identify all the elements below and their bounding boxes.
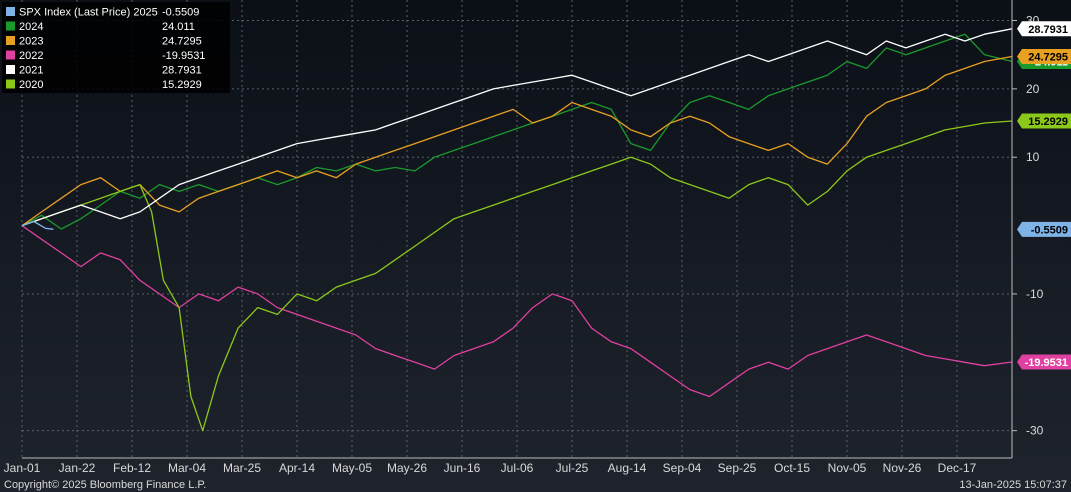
value-tag-label: -0.5509 bbox=[1031, 224, 1068, 236]
y-tick-label: -10 bbox=[1026, 287, 1044, 301]
legend-box bbox=[2, 2, 230, 93]
x-tick-label: Oct-15 bbox=[774, 461, 810, 475]
x-tick-label: Sep-04 bbox=[663, 461, 702, 475]
x-tick-label: May-05 bbox=[332, 461, 372, 475]
series-line-2023 bbox=[21, 55, 1013, 227]
legend-entry-name: 2023 bbox=[19, 36, 43, 48]
series-line-2024 bbox=[21, 33, 1013, 230]
legend-entry-name: 2021 bbox=[19, 65, 43, 77]
x-tick-label: Jun-16 bbox=[444, 461, 481, 475]
legend-swatch bbox=[6, 21, 15, 31]
legend-swatch bbox=[6, 65, 15, 74]
series-line-2022 bbox=[21, 225, 1013, 398]
legend-swatch bbox=[6, 79, 15, 89]
value-tag-label: 24.7295 bbox=[1028, 52, 1068, 64]
x-tick-label: Dec-17 bbox=[938, 461, 977, 475]
legend-entry-name: 2022 bbox=[19, 50, 43, 62]
value-tag bbox=[1017, 21, 1071, 37]
value-tag bbox=[1017, 221, 1071, 237]
y-tick-label: 20 bbox=[1026, 82, 1040, 96]
x-tick-label: Jan-01 bbox=[4, 461, 41, 475]
x-tick-label: Sep-25 bbox=[718, 461, 757, 475]
x-tick-label: May-26 bbox=[387, 461, 427, 475]
x-tick-label: Nov-05 bbox=[828, 461, 867, 475]
legend-entry-value: 24.011 bbox=[162, 21, 195, 33]
legend-entry-value: 24.7295 bbox=[162, 36, 202, 48]
legend-swatch bbox=[6, 36, 15, 45]
value-tag bbox=[1017, 354, 1071, 370]
timestamp-text: 13-Jan-2025 15:07:37 bbox=[959, 479, 1067, 491]
x-tick-label: Apr-14 bbox=[279, 461, 315, 475]
legend-entry-value: -0.5509 bbox=[162, 7, 199, 19]
x-tick-label: Jul-25 bbox=[556, 461, 589, 475]
legend-entry-name: 2020 bbox=[19, 79, 43, 91]
series-line-spx-index-last-price-2025 bbox=[21, 220, 54, 230]
series-line-2021 bbox=[21, 28, 1013, 227]
legend-swatch bbox=[6, 7, 15, 16]
legend-entry-value: 15.2929 bbox=[162, 79, 202, 91]
legend-entry-value: -19.9531 bbox=[162, 50, 205, 62]
value-tag-label: 28.7931 bbox=[1028, 24, 1068, 36]
series-line-2020 bbox=[21, 120, 1013, 432]
legend-entry-name: SPX Index (Last Price) 2025 bbox=[19, 7, 158, 19]
legend-swatch bbox=[6, 50, 15, 60]
x-tick-label: Mar-25 bbox=[223, 461, 261, 475]
series-layer bbox=[21, 28, 1013, 432]
x-tick-label: Jul-06 bbox=[501, 461, 534, 475]
value-tag bbox=[1017, 113, 1071, 129]
value-tag-label: 15.2929 bbox=[1028, 116, 1068, 128]
y-tick-label: -30 bbox=[1026, 424, 1044, 438]
x-tick-label: Mar-04 bbox=[168, 461, 206, 475]
x-tick-label: Feb-12 bbox=[113, 461, 151, 475]
value-tag-label: -19.9531 bbox=[1025, 357, 1068, 369]
legend-entry-name: 2024 bbox=[19, 21, 43, 33]
y-tick-label: 10 bbox=[1026, 150, 1040, 164]
value-tag bbox=[1017, 49, 1071, 65]
x-tick-label: Aug-14 bbox=[608, 461, 647, 475]
x-tick-label: Jan-22 bbox=[59, 461, 96, 475]
legend-entry-value: 28.7931 bbox=[162, 65, 202, 77]
x-tick-label: Nov-26 bbox=[883, 461, 922, 475]
tag-layer: -0.550924.01124.7295-19.953128.793115.29… bbox=[1017, 21, 1071, 370]
copyright-text: Copyright© 2025 Bloomberg Finance L.P. bbox=[4, 479, 206, 491]
legend: SPX Index (Last Price) 2025 -0.5509 2024 24… bbox=[2, 2, 230, 93]
